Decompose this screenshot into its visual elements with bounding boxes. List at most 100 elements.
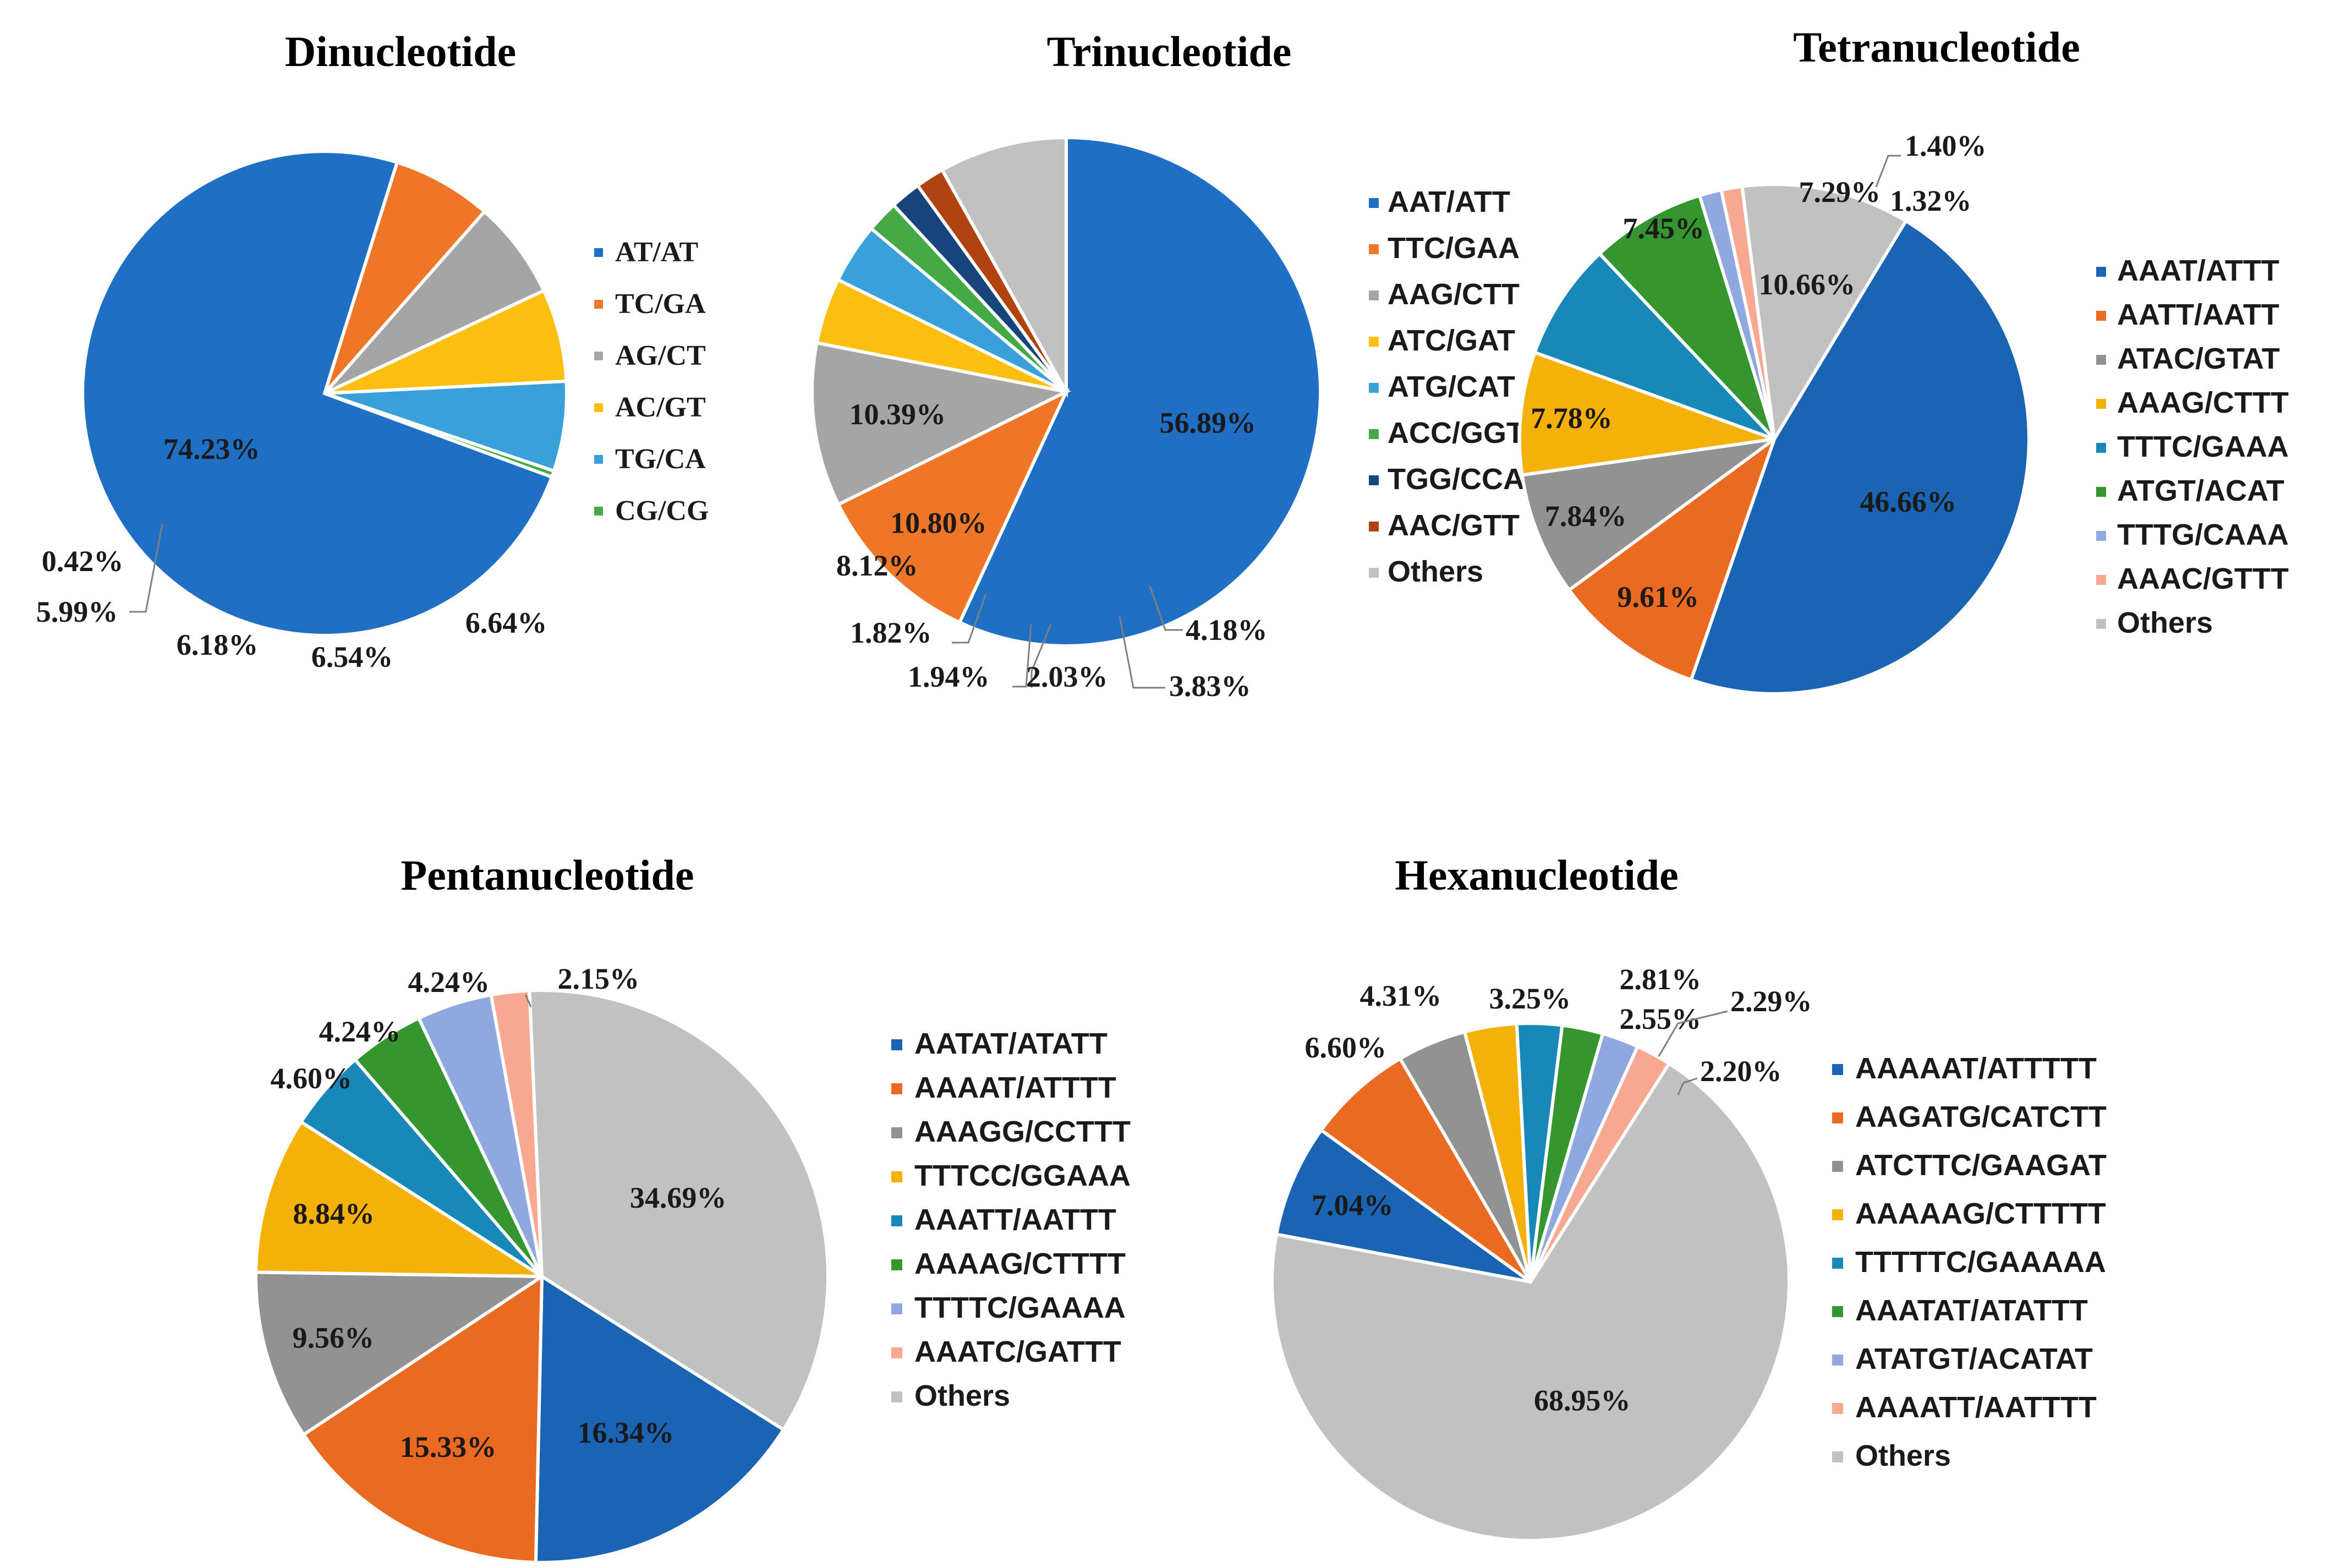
pentanucleotide-chart-title: Pentanucleotide [401,851,694,899]
hexanucleotide-data-label: 7.04% [1312,1189,1394,1222]
legend-label: ATATGT/ACATAT [1855,1342,2093,1375]
legend-swatch [891,1391,902,1402]
legend-label: TTTTTC/GAAAAA [1855,1246,2106,1279]
legend-swatch [2096,267,2106,277]
trinucleotide-leader-line [1012,624,1032,688]
legend-label: AAAAAT/ATTTTT [1855,1052,2097,1085]
hexanucleotide-leader-line [1677,1077,1698,1095]
legend-swatch [1832,1403,1843,1414]
legend-swatch [1832,1451,1843,1462]
dinucleotide-data-label: 6.18% [177,628,259,661]
hexanucleotide-data-label: 2.55% [1620,1002,1702,1035]
hexanucleotide-slice-others [1270,1061,1791,1542]
pentanucleotide-data-label: 15.33% [400,1430,497,1463]
dinucleotide-data-label: 5.99% [36,595,118,628]
trinucleotide-data-label: 1.82% [850,616,932,649]
tetranucleotide-data-label: 1.32% [1890,184,1972,217]
trinucleotide-leader-line [952,594,987,644]
tetranucleotide-data-label: 10.66% [1759,268,1856,301]
pentanucleotide-pie-chart: Pentanucleotide 16.34% 15.33% 9.56% 8.84% 4.6… [254,851,1131,1564]
legend-label: AAAC/GTTT [2117,562,2289,595]
legend-label: AG/CT [615,340,706,371]
pentanucleotide-data-label: 4.60% [271,1062,353,1095]
legend-swatch [891,1259,902,1270]
dinucleotide-slice-at-at [81,150,554,637]
pentanucleotide-data-label: 16.34% [578,1416,675,1449]
trinucleotide-slice-aat-att [957,135,1322,648]
legend-label: TC/GA [615,288,706,320]
legend-swatch [1369,522,1379,531]
legend-label: AT/AT [615,237,698,268]
legend-swatch [594,403,603,412]
hexanucleotide-data-label: 6.60% [1305,1031,1387,1064]
legend-swatch [891,1171,902,1182]
hexanucleotide-slice-aaaaat-attttt [1274,1127,1532,1284]
legend-label: TTTG/CAAA [2117,518,2289,551]
pentanucleotide-data-label: 8.84% [293,1197,375,1230]
dinucleotide-chart-title: Dinucleotide [285,28,516,75]
pentanucleotide-slice-tttcc-ggaaa [254,1120,548,1279]
dinucleotide-data-label: 74.23% [163,432,260,465]
legend-swatch [2096,355,2106,365]
legend-swatch [2096,619,2106,629]
legend-label: Others [914,1379,1010,1412]
legend-label: AAAAT/ATTTT [914,1071,1116,1104]
legend-swatch [891,1215,902,1226]
legend-swatch [1832,1209,1843,1220]
legend-label: AATT/AATT [2117,298,2279,331]
dinucleotide-slice-tg-ca [324,379,568,473]
tetranucleotide-slice-tttc-gaaa [1532,251,1776,441]
pentanucleotide-data-label: 4.24% [408,966,490,999]
pentanucleotide-slice-aaagg-ccttt [254,1270,547,1437]
legend-swatch [2096,487,2106,497]
hexanucleotide-pie-chart: Hexanucleotide 7.04% 6.60% 4.31% 3.25% 2.81% 2… [1270,851,2107,1542]
hexanucleotide-legend: AAAAAT/ATTTTT AAGATG/CATCTT ATCTTC/GAAGAT A… [1832,1052,2107,1472]
legend-label: ATCTTC/GAAGAT [1855,1149,2107,1182]
hexanucleotide-leader-line [1658,1010,1728,1057]
tetranucleotide-data-label: 7.29% [1799,176,1881,209]
trinucleotide-chart-title: Trinucleotide [1047,28,1292,75]
legend-swatch [1832,1355,1843,1366]
pentanucleotide-slice-aaaat-atttt [301,1273,544,1564]
legend-swatch [1832,1306,1843,1317]
trinucleotide-data-label: 10.39% [849,398,946,431]
trinucleotide-leader-line [1119,616,1165,689]
dinucleotide-data-label: 6.54% [311,640,393,673]
trinucleotide-leader-line [1030,624,1052,688]
legend-swatch [1369,244,1379,254]
legend-label: ATGT/ACAT [2117,474,2284,507]
legend-swatch [891,1127,902,1138]
pentanucleotide-data-label: 4.24% [319,1015,401,1048]
legend-swatch [594,455,603,464]
legend-swatch [1369,568,1379,578]
legend-label: Others [1388,555,1483,588]
dinucleotide-slice-ag-ct [323,209,546,395]
hexanucleotide-data-label: 2.20% [1700,1055,1782,1088]
tetranucleotide-data-label: 9.61% [1617,580,1699,613]
legend-swatch [1832,1161,1843,1172]
legend-label: ACC/GGT [1388,416,1525,449]
hexanucleotide-data-label: 2.81% [1620,963,1702,996]
legend-swatch [2096,575,2106,585]
tetranucleotide-leader-line [1875,155,1901,188]
legend-swatch [2096,531,2106,541]
legend-label: ATG/CAT [1388,370,1515,403]
legend-swatch [2096,399,2106,409]
dinucleotide-legend: AT/AT TC/GA AG/CT AC/GT TG/CA CG/CG [594,237,709,527]
tetranucleotide-data-label: 7.45% [1623,212,1705,245]
pentanucleotide-leader-line [524,994,532,1007]
legend-swatch [2096,443,2106,453]
tetranucleotide-chart-title: Tetranucleotide [1793,23,2080,71]
legend-swatch [1369,429,1379,439]
legend-swatch [1369,198,1379,208]
legend-swatch [891,1039,902,1050]
dinucleotide-leader-line [129,523,163,613]
legend-label: AAAAG/CTTTT [914,1247,1126,1280]
pentanucleotide-data-label: 34.69% [630,1181,727,1214]
legend-label: AAATT/AATTT [914,1203,1116,1236]
dinucleotide-data-label: 6.64% [465,606,547,639]
tetranucleotide-data-label: 1.40% [1905,129,1987,162]
legend-label: AAAG/CTTT [2117,386,2289,419]
legend-label: AAATAT/ATATTT [1855,1294,2088,1327]
trinucleotide-data-label: 1.94% [908,660,990,693]
